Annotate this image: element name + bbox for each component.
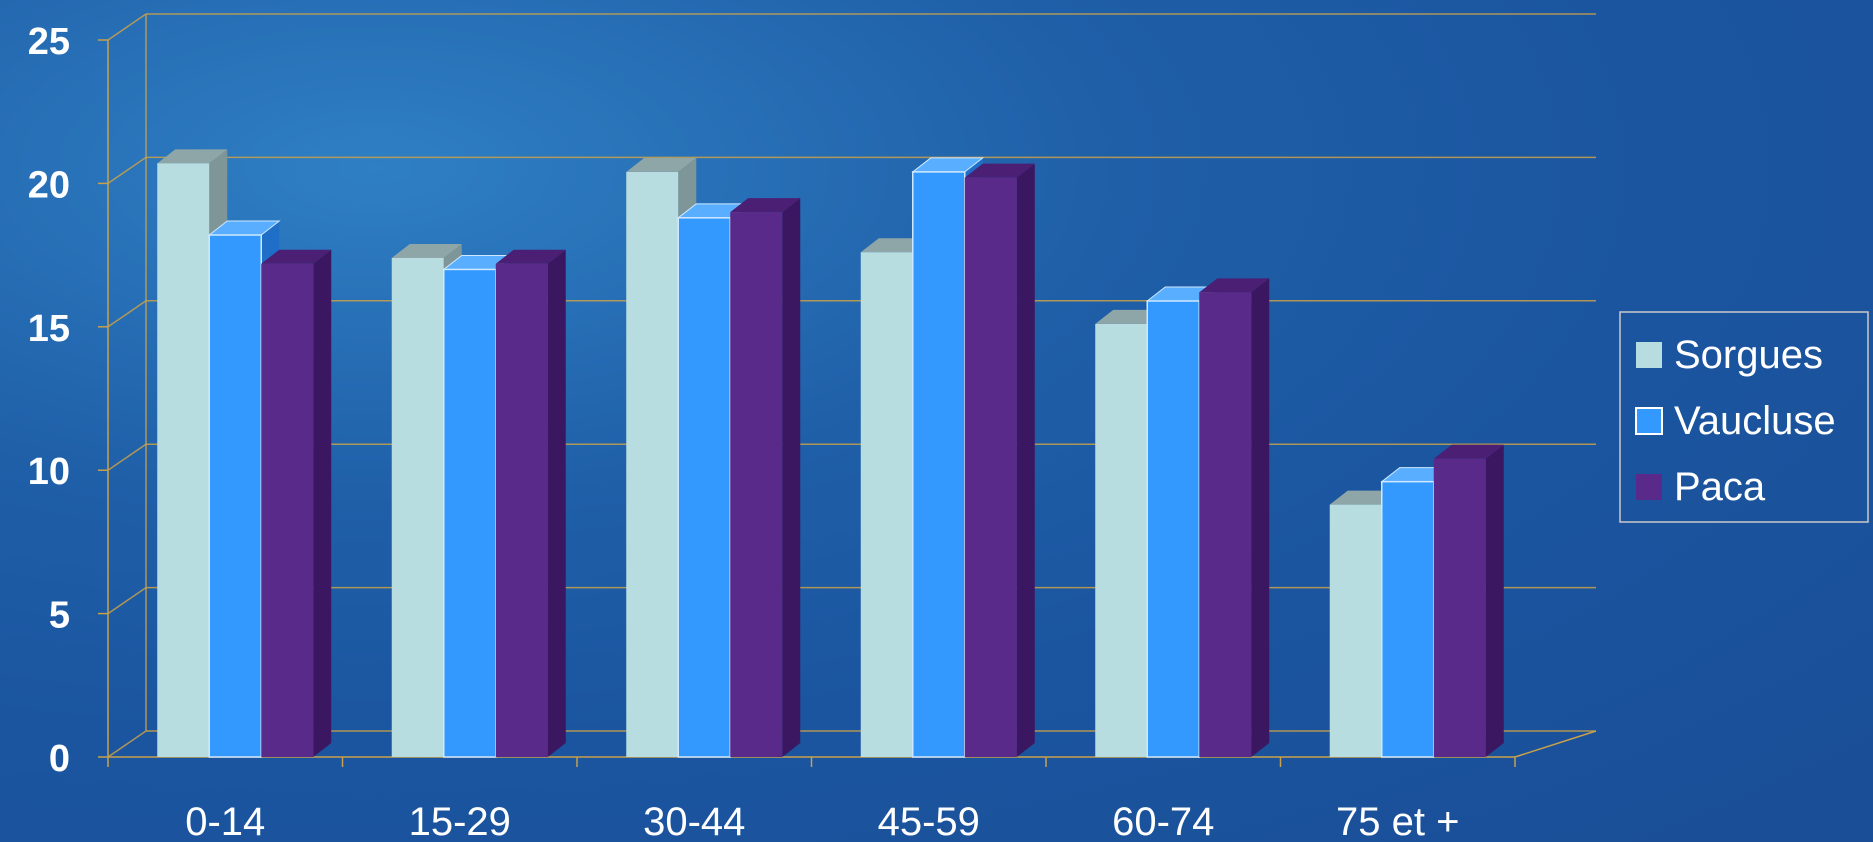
- y-tick-label: 15: [28, 308, 70, 350]
- legend-swatch: [1636, 342, 1662, 368]
- bar-side: [313, 249, 332, 758]
- y-tick-label: 25: [28, 21, 70, 63]
- gridline-diagonal: [107, 443, 147, 471]
- bar-top: [1199, 278, 1270, 293]
- gridline-diagonal: [107, 300, 147, 328]
- legend-swatch: [1636, 474, 1662, 500]
- x-tick-label: 75 et +: [1336, 800, 1459, 842]
- bar-vaucluse: [912, 171, 966, 758]
- bar-top: [626, 157, 697, 172]
- x-tick-label: 60-74: [1112, 800, 1214, 842]
- x-tick-label: 45-59: [878, 800, 980, 842]
- bar-vaucluse: [208, 234, 262, 758]
- gridline-diagonal: [107, 13, 147, 41]
- bar-vaucluse: [443, 268, 497, 758]
- bar-vaucluse: [677, 217, 731, 758]
- bar-top: [157, 149, 228, 164]
- bar-vaucluse: [1381, 480, 1435, 758]
- bar-paca: [261, 263, 314, 757]
- legend-box: [1619, 311, 1869, 523]
- bar-sorgues: [860, 252, 913, 757]
- bar-top: [730, 198, 801, 213]
- gridline-diagonal: [107, 730, 147, 758]
- bar-side: [547, 249, 566, 758]
- gridline-diagonal: [107, 586, 147, 615]
- y-tick-label: 0: [49, 738, 70, 780]
- bar-paca: [964, 177, 1017, 757]
- axes: [98, 39, 1597, 767]
- bar-side: [1016, 163, 1035, 757]
- y-tick-label: 20: [28, 164, 70, 206]
- x-tick-label: 15-29: [409, 800, 511, 842]
- x-tick-label: 30-44: [643, 800, 745, 842]
- legend-label: Vaucluse: [1674, 399, 1836, 443]
- labels: 0 5 10 15 20 25 0-14 15-29 30-44 45-59 60-74 75 et …: [28, 21, 1460, 842]
- bar-paca: [1199, 292, 1252, 757]
- bar-side: [1485, 444, 1504, 757]
- bar-top: [261, 249, 332, 264]
- bar-top: [495, 249, 566, 264]
- legend-swatch: [1635, 407, 1663, 435]
- gridline-diagonal: [107, 156, 147, 185]
- legend-label: Paca: [1674, 465, 1766, 509]
- bar-side: [782, 198, 801, 757]
- bars: [157, 149, 1504, 758]
- bar-top: [391, 243, 462, 258]
- bar-sorgues: [626, 171, 679, 758]
- floor-edge: [1514, 730, 1597, 758]
- y-tick-label: 5: [49, 595, 70, 637]
- bar-sorgues: [157, 163, 210, 758]
- bar-sorgues: [1329, 504, 1382, 757]
- bar-vaucluse: [1146, 300, 1200, 758]
- bar-paca: [495, 263, 548, 757]
- bar-sorgues: [391, 257, 444, 757]
- legend-label: Sorgues: [1674, 333, 1823, 377]
- bar-top: [964, 163, 1035, 178]
- bar-top: [1433, 444, 1504, 459]
- bar-side: [1251, 278, 1270, 757]
- bar-paca: [730, 212, 783, 757]
- y-tick-label: 10: [28, 451, 70, 493]
- legend: Sorgues Vaucluse Paca: [1619, 311, 1869, 523]
- bar-sorgues: [1095, 323, 1148, 757]
- x-tick-label: 0-14: [185, 800, 265, 842]
- bar-paca: [1433, 458, 1486, 757]
